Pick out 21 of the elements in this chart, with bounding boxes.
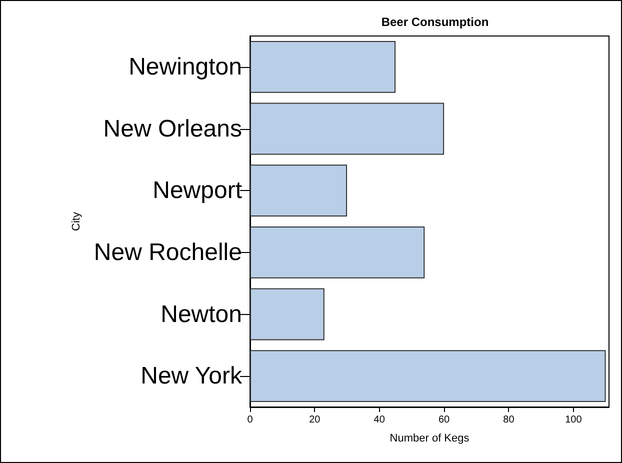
bar	[250, 40, 396, 93]
bar	[250, 226, 425, 278]
x-tick-label: 0	[247, 414, 254, 426]
x-tick-label: 20	[309, 414, 321, 426]
y-axis-title: City	[70, 212, 82, 231]
y-tick-label: New Orleans	[103, 115, 242, 142]
x-tick-label: 40	[374, 414, 386, 426]
x-axis-title: Number of Kegs	[390, 432, 470, 444]
bar	[250, 164, 348, 217]
bar	[250, 350, 606, 402]
y-tick-label: New Rochelle	[94, 238, 242, 266]
chart-title: Beer Consumption	[381, 15, 489, 29]
x-tick-label: 60	[438, 414, 450, 426]
y-tick-label: New York	[140, 362, 243, 390]
y-tick-label: Newington	[128, 53, 242, 80]
y-tick-label: Newport	[152, 177, 242, 204]
x-tick-label: 80	[503, 414, 515, 426]
bar	[250, 288, 324, 340]
y-tick-label: Newton	[160, 300, 242, 328]
bar	[250, 102, 444, 155]
x-tick-label: 100	[565, 414, 582, 426]
